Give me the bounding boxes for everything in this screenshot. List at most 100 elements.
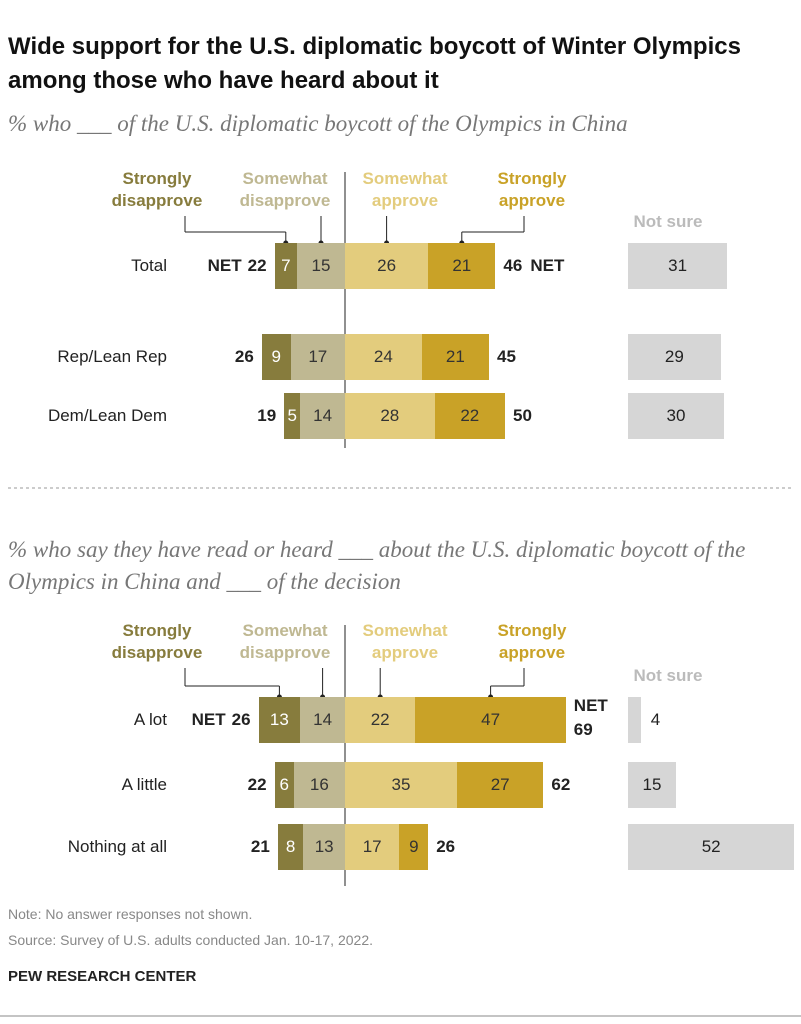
row-label: A little [121, 775, 167, 794]
not-sure-header: Not sure [633, 666, 703, 685]
net-label: NET [530, 256, 565, 275]
bar-segment [345, 243, 429, 289]
net-disapprove: 26 [234, 347, 254, 366]
segment-label: 15 [311, 256, 331, 275]
segment-label: 17 [362, 837, 382, 856]
net-disapprove: 22 [247, 256, 267, 275]
bar-segment [457, 762, 544, 808]
bar-segment [261, 334, 291, 380]
bar-segment [277, 824, 304, 870]
legend-label: Strongly approve [497, 169, 567, 210]
net-label: NET [573, 696, 608, 715]
segment-label: 14 [313, 710, 333, 729]
net-approve: 69 [573, 720, 593, 739]
segment-label: 16 [309, 775, 329, 794]
legend-label: Strongly approve [497, 621, 567, 662]
bar-segment [428, 243, 496, 289]
segment-label: 22 [460, 406, 480, 425]
row-label: Rep/Lean Rep [57, 347, 167, 366]
net-disapprove: 19 [257, 406, 277, 425]
bar-segment [345, 762, 457, 808]
legend-label: Strongly disapprove [111, 169, 203, 210]
segment-label: 47 [481, 710, 501, 729]
bar-segment [274, 762, 294, 808]
title: Wide support for the U.S. diplomatic boy… [8, 33, 741, 94]
bar-segment [258, 697, 301, 743]
segment-label: 17 [308, 347, 328, 366]
source: Source: Survey of U.S. adults conducted … [8, 932, 373, 948]
bar-segment [345, 393, 435, 439]
row-label: Nothing at all [67, 837, 167, 856]
legend-label: Somewhat disapprove [239, 621, 331, 662]
row-label: Total [131, 256, 167, 275]
bar-segment [434, 393, 505, 439]
legend-label: Somewhat approve [362, 169, 448, 210]
net-approve: 50 [513, 406, 532, 425]
brand: PEW RESEARCH CENTER [8, 968, 197, 985]
not-sure-label: 29 [664, 347, 684, 366]
segment-label: 14 [313, 406, 333, 425]
bar-segment [345, 824, 400, 870]
bar-segment [284, 393, 301, 439]
bar-segment [290, 334, 345, 380]
bar-segment [415, 697, 566, 743]
bar-segment [274, 243, 297, 289]
not-sure-bar [628, 762, 676, 808]
segment-label: 24 [373, 347, 393, 366]
bar-segment [300, 393, 345, 439]
not-sure-bar [628, 334, 721, 380]
segment-label: 26 [377, 256, 397, 275]
segment-label: 5 [287, 406, 297, 425]
segment-label: 9 [271, 347, 281, 366]
net-approve: 45 [497, 347, 516, 366]
bar-segment [399, 824, 429, 870]
net-approve: 46 [503, 256, 523, 275]
segment-label: 27 [490, 775, 510, 794]
net-disapprove: 22 [247, 775, 267, 794]
subtitle: % who ___ of the U.S. diplomatic boycott… [8, 111, 628, 136]
bar-segment [293, 762, 345, 808]
not-sure-bar [628, 697, 641, 743]
bar-segment [297, 243, 345, 289]
note: Note: No answer responses not shown. [8, 906, 253, 922]
not-sure-bar [628, 393, 724, 439]
not-sure-label: 4 [650, 710, 661, 729]
bar-segment [300, 697, 345, 743]
not-sure-label: 31 [668, 256, 688, 275]
segment-label: 13 [269, 710, 289, 729]
segment-label: 8 [285, 837, 296, 856]
not-sure-label: 30 [666, 406, 686, 425]
net-disapprove: 26 [231, 710, 251, 729]
segment-label: 7 [281, 256, 291, 275]
segment-label: 21 [445, 347, 465, 366]
net-label: NET [191, 710, 226, 729]
subtitle: % who say they have read or heard ___ ab… [8, 537, 746, 594]
segment-label: 28 [380, 406, 400, 425]
legend-label: Somewhat approve [362, 621, 448, 662]
bar-segment [345, 697, 416, 743]
net-disapprove: 21 [250, 837, 270, 856]
bar-segment [303, 824, 345, 870]
segment-label: 35 [391, 775, 411, 794]
legend-label: Strongly disapprove [111, 621, 203, 662]
not-sure-label: 52 [701, 837, 721, 856]
not-sure-bar [628, 824, 795, 870]
row-label: A lot [133, 710, 167, 729]
bar-segment [345, 334, 422, 380]
not-sure-bar [628, 243, 728, 289]
row-label: Dem/Lean Dem [47, 406, 167, 425]
net-approve: 26 [436, 837, 456, 856]
legend-label: Somewhat disapprove [239, 169, 331, 210]
segment-label: 6 [279, 775, 289, 794]
bar-segment [421, 334, 489, 380]
segment-label: 9 [409, 837, 419, 856]
not-sure-header: Not sure [633, 212, 703, 231]
segment-label: 22 [370, 710, 390, 729]
segment-label: 13 [314, 837, 334, 856]
net-approve: 62 [551, 775, 571, 794]
segment-label: 21 [452, 256, 472, 275]
net-label: NET [207, 256, 242, 275]
not-sure-label: 15 [642, 775, 662, 794]
